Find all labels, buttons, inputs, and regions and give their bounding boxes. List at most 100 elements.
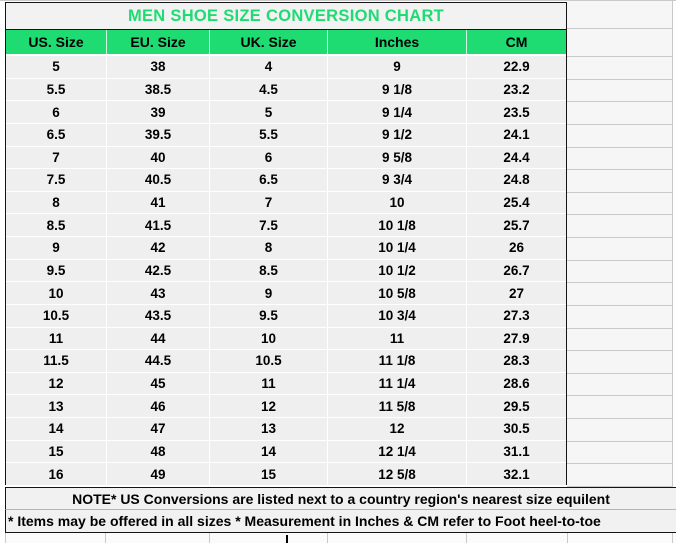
empty-cell[interactable] (567, 0, 672, 29)
table-cell[interactable]: 10 (327, 190, 466, 214)
header-cell-eu-size[interactable]: EU. Size (106, 30, 209, 54)
table-cell[interactable]: 44 (106, 326, 209, 350)
table-cell[interactable]: 28.3 (466, 349, 566, 372)
table-cell[interactable]: 13 (6, 394, 106, 417)
table-cell[interactable]: 10 (209, 326, 327, 350)
table-cell[interactable]: 7 (6, 145, 106, 169)
empty-cell[interactable] (567, 102, 672, 125)
table-cell[interactable]: 11 (327, 326, 466, 350)
empty-cell[interactable] (567, 238, 672, 261)
empty-cell[interactable] (567, 283, 672, 306)
table-cell[interactable]: 22.9 (466, 55, 566, 78)
table-cell[interactable]: 10 1/2 (327, 258, 466, 282)
table-cell[interactable]: 15 (209, 462, 327, 485)
empty-cell[interactable] (567, 193, 672, 216)
table-cell[interactable]: 6.5 (209, 168, 327, 191)
table-cell[interactable]: 31.1 (466, 439, 566, 463)
table-cell[interactable]: 12 (209, 394, 327, 417)
table-cell[interactable]: 12 (6, 371, 106, 395)
table-cell[interactable]: 11 (209, 371, 327, 395)
table-cell[interactable]: 28.6 (466, 371, 566, 395)
empty-cell[interactable] (567, 419, 672, 442)
table-cell[interactable]: 7 (209, 190, 327, 214)
table-cell[interactable]: 9 (327, 55, 466, 78)
header-cell-inches[interactable]: Inches (327, 30, 466, 54)
table-cell[interactable]: 4.5 (209, 77, 327, 101)
table-cell[interactable]: 9 5/8 (327, 145, 466, 169)
empty-cell[interactable] (567, 329, 672, 352)
table-cell[interactable]: 24.1 (466, 122, 566, 146)
table-cell[interactable]: 43.5 (106, 303, 209, 327)
empty-cell[interactable] (567, 261, 672, 284)
table-cell[interactable]: 45 (106, 371, 209, 395)
table-cell[interactable]: 9.5 (209, 303, 327, 327)
table-cell[interactable]: 15 (6, 439, 106, 463)
table-cell[interactable]: 46 (106, 394, 209, 417)
table-cell[interactable]: 5.5 (209, 122, 327, 146)
table-cell[interactable]: 8.5 (209, 258, 327, 282)
table-cell[interactable]: 10 5/8 (327, 281, 466, 304)
table-cell[interactable]: 38.5 (106, 77, 209, 101)
table-cell[interactable]: 16 (6, 462, 106, 485)
empty-cell[interactable] (567, 442, 672, 465)
table-cell[interactable]: 24.8 (466, 168, 566, 191)
table-cell[interactable]: 25.4 (466, 190, 566, 214)
empty-cell[interactable] (567, 170, 672, 193)
table-cell[interactable]: 49 (106, 462, 209, 485)
empty-cell[interactable] (567, 306, 672, 329)
empty-cell[interactable] (567, 57, 672, 80)
table-cell[interactable]: 42 (106, 236, 209, 259)
table-cell[interactable]: 27.9 (466, 326, 566, 350)
empty-cell[interactable] (567, 464, 672, 487)
table-cell[interactable]: 24.4 (466, 145, 566, 169)
table-cell[interactable]: 39.5 (106, 122, 209, 146)
table-cell[interactable]: 43 (106, 281, 209, 304)
table-cell[interactable]: 14 (209, 439, 327, 463)
table-cell[interactable]: 5.5 (6, 77, 106, 101)
table-cell[interactable]: 6 (6, 100, 106, 123)
table-cell[interactable]: 5 (209, 100, 327, 123)
table-cell[interactable]: 12 5/8 (327, 462, 466, 485)
table-cell[interactable]: 23.2 (466, 77, 566, 101)
partial-next-row[interactable] (5, 533, 676, 543)
table-cell[interactable]: 10 1/8 (327, 213, 466, 236)
header-cell-us-size[interactable]: US. Size (28, 34, 84, 50)
table-cell[interactable]: 10 3/4 (327, 303, 466, 327)
chart-title-cell[interactable]: MEN SHOE SIZE CONVERSION CHART (6, 3, 566, 30)
table-cell[interactable]: 30.5 (466, 417, 566, 440)
note-row-2[interactable]: * Items may be offered in all sizes * Me… (5, 510, 676, 533)
table-cell[interactable]: 41.5 (106, 213, 209, 236)
table-cell[interactable]: 40 (106, 145, 209, 169)
table-cell[interactable]: 27.3 (466, 303, 566, 327)
table-cell[interactable]: 40.5 (106, 168, 209, 191)
table-cell[interactable]: 29.5 (466, 394, 566, 417)
table-cell[interactable]: 10 1/4 (327, 236, 466, 259)
table-cell[interactable]: 9 1/4 (327, 100, 466, 123)
table-cell[interactable]: 10 (6, 281, 106, 304)
empty-cell[interactable] (567, 125, 672, 148)
table-cell[interactable]: 9 1/2 (327, 122, 466, 146)
empty-cell[interactable] (567, 351, 672, 374)
table-cell[interactable]: 4 (209, 55, 327, 78)
table-cell[interactable]: 7.5 (6, 168, 106, 191)
table-cell[interactable]: 14 (6, 417, 106, 440)
table-cell[interactable]: 6 (209, 145, 327, 169)
table-cell[interactable]: 38 (106, 55, 209, 78)
header-cell-uk-size[interactable]: UK. Size (209, 30, 327, 54)
table-cell[interactable]: 11 (6, 326, 106, 350)
table-cell[interactable]: 6.5 (6, 122, 106, 146)
note-row-1[interactable]: NOTE* US Conversions are listed next to … (5, 487, 676, 510)
table-cell[interactable]: 11 5/8 (327, 394, 466, 417)
empty-cell[interactable] (567, 29, 672, 57)
table-cell[interactable]: 11.5 (6, 349, 106, 372)
table-cell[interactable]: 42.5 (106, 258, 209, 282)
header-cell-cm[interactable]: CM (466, 30, 566, 54)
table-cell[interactable]: 7.5 (209, 213, 327, 236)
table-cell[interactable]: 26.7 (466, 258, 566, 282)
table-cell[interactable]: 9 (6, 236, 106, 259)
table-cell[interactable]: 8 (209, 236, 327, 259)
table-cell[interactable]: 27 (466, 281, 566, 304)
table-cell[interactable]: 9 (209, 281, 327, 304)
table-cell[interactable]: 11 1/8 (327, 349, 466, 372)
empty-cell[interactable] (567, 215, 672, 238)
